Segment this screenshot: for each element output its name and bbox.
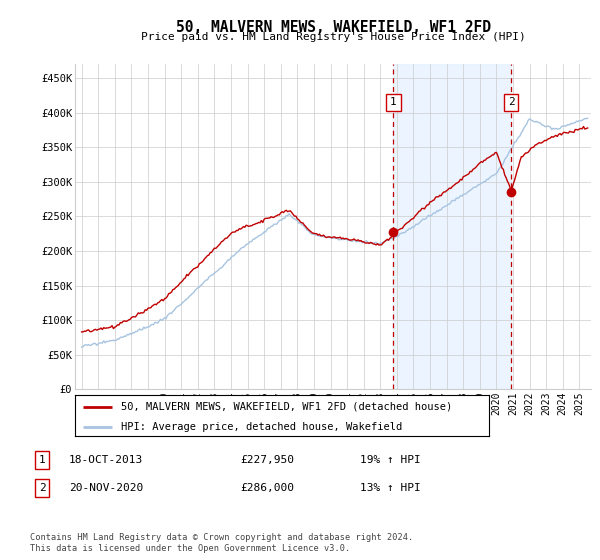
Text: 1: 1 <box>38 455 46 465</box>
Text: 19% ↑ HPI: 19% ↑ HPI <box>360 455 421 465</box>
Text: 2: 2 <box>38 483 46 493</box>
Text: Price paid vs. HM Land Registry's House Price Index (HPI): Price paid vs. HM Land Registry's House … <box>140 32 526 42</box>
Text: 13% ↑ HPI: 13% ↑ HPI <box>360 483 421 493</box>
Text: 18-OCT-2013: 18-OCT-2013 <box>69 455 143 465</box>
Text: £227,950: £227,950 <box>240 455 294 465</box>
Text: 1: 1 <box>390 97 397 108</box>
Text: £286,000: £286,000 <box>240 483 294 493</box>
Text: 50, MALVERN MEWS, WAKEFIELD, WF1 2FD (detached house): 50, MALVERN MEWS, WAKEFIELD, WF1 2FD (de… <box>121 402 452 412</box>
Text: HPI: Average price, detached house, Wakefield: HPI: Average price, detached house, Wake… <box>121 422 402 432</box>
Bar <box>394 64 511 389</box>
Text: 2: 2 <box>508 97 514 108</box>
Text: Contains HM Land Registry data © Crown copyright and database right 2024.
This d: Contains HM Land Registry data © Crown c… <box>30 533 413 553</box>
Text: 50, MALVERN MEWS, WAKEFIELD, WF1 2FD: 50, MALVERN MEWS, WAKEFIELD, WF1 2FD <box>176 20 491 35</box>
Text: 20-NOV-2020: 20-NOV-2020 <box>69 483 143 493</box>
